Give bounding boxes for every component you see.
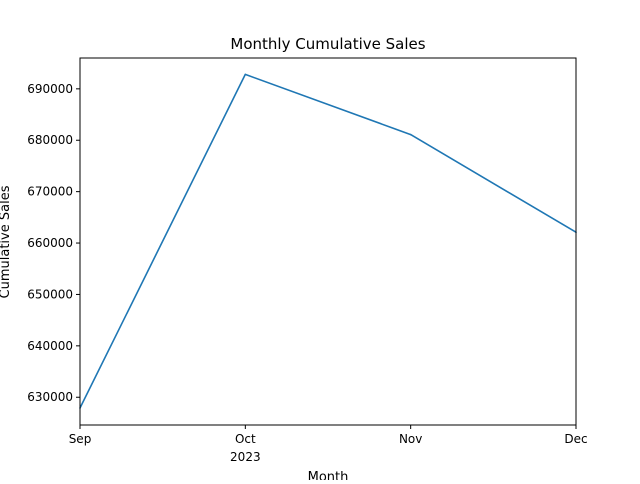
chart-title: Monthly Cumulative Sales [230, 35, 425, 53]
y-tick-label: 640000 [27, 339, 73, 353]
x-tick-label: Sep [69, 432, 92, 446]
data-point [244, 73, 247, 76]
y-tick-label: 660000 [27, 236, 73, 250]
x-tick-label: Oct [235, 432, 256, 446]
series-line [79, 73, 577, 409]
data-point [409, 133, 412, 136]
y-tick-label: 630000 [27, 390, 73, 404]
y-tick-label: 650000 [27, 287, 73, 301]
y-tick-label: 690000 [27, 82, 73, 96]
y-tick-label: 670000 [27, 185, 73, 199]
plot-area: 630000 640000 650000 660000 670000 680000 6900… [27, 73, 588, 464]
x-tick-label: Dec [564, 432, 587, 446]
y-axis-label: Cumulative Sales [0, 185, 13, 298]
x-tick-label: Nov [399, 432, 422, 446]
plot-frame [79, 57, 577, 426]
x-axis-label: Month [308, 470, 349, 480]
x-year-label: 2023 [230, 450, 261, 464]
y-tick-label: 680000 [27, 133, 73, 147]
